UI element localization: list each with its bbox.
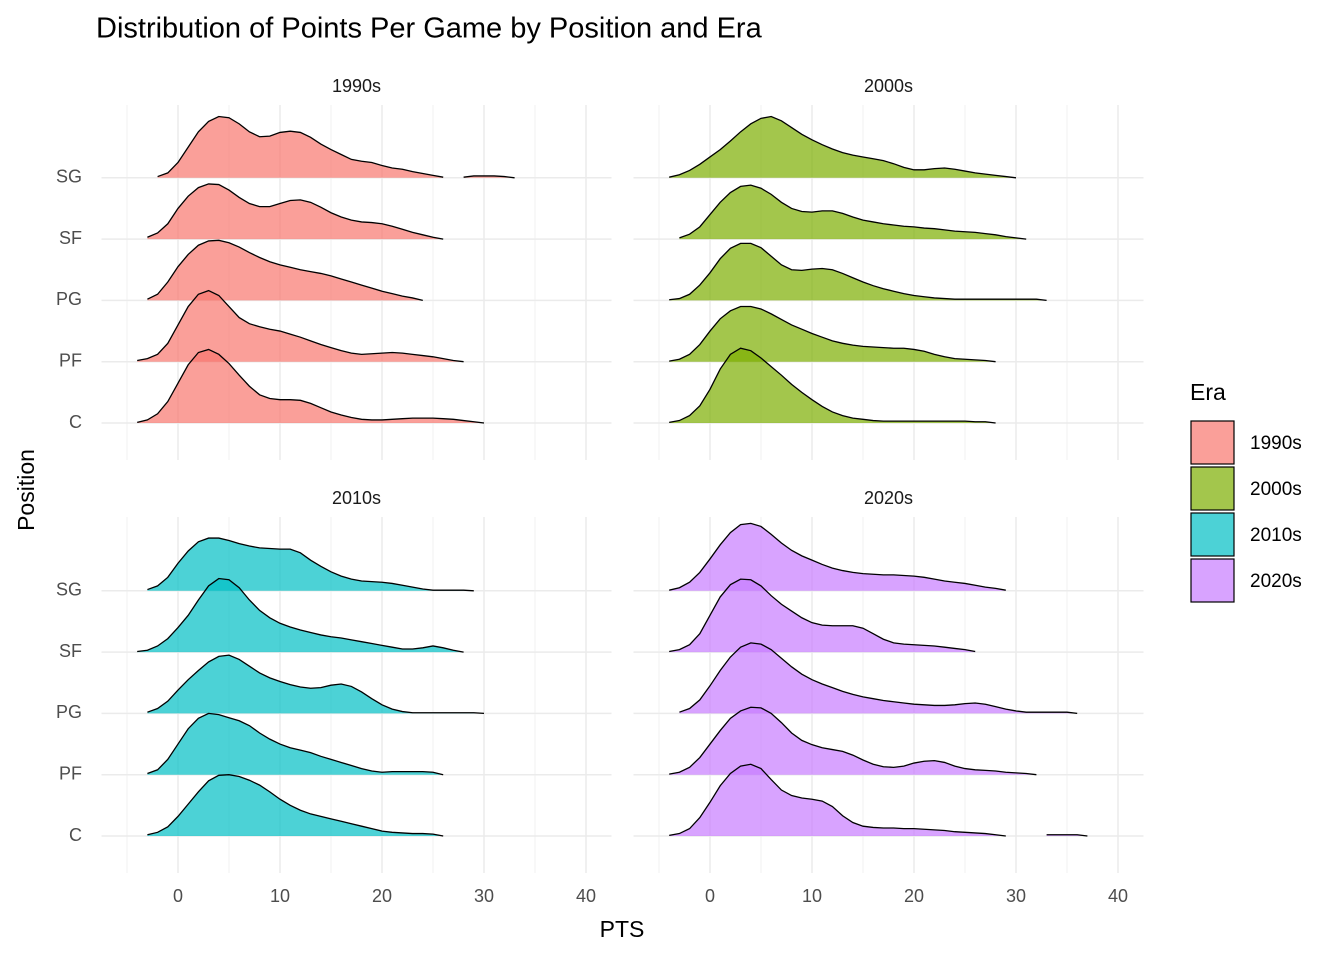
ridge-outline xyxy=(669,763,1088,837)
ridge-area xyxy=(669,579,976,653)
ridge-outline xyxy=(669,242,1047,302)
ridge-area xyxy=(669,764,1088,836)
x-tick-label: 10 xyxy=(802,886,822,906)
ridge-area xyxy=(137,349,484,423)
ridge-area xyxy=(137,290,464,362)
ridge-area xyxy=(147,655,484,714)
ridge-area xyxy=(147,538,474,591)
ridge-outline xyxy=(147,654,485,715)
ridge-outline xyxy=(137,348,485,424)
ridge-area xyxy=(669,306,996,362)
ridge-outline xyxy=(147,239,423,302)
legend-title: Era xyxy=(1190,379,1226,405)
y-tick-label: C xyxy=(69,412,82,432)
legend-label: 2000s xyxy=(1250,479,1302,500)
x-tick-label: 40 xyxy=(1108,886,1128,906)
ridge-area xyxy=(669,707,1037,775)
ridge-outline xyxy=(679,184,1027,240)
ridge-outline xyxy=(679,642,1078,715)
ridge-area xyxy=(669,243,1047,301)
x-tick-label: 0 xyxy=(173,886,183,906)
y-axis-title: Position xyxy=(13,449,39,531)
x-axis-title: PTS xyxy=(600,916,645,942)
ridge-outline xyxy=(669,522,1006,591)
strip-title: 2020s xyxy=(864,488,913,508)
x-tick-label: 30 xyxy=(1006,886,1026,906)
legend-key xyxy=(1190,466,1235,511)
legend-key xyxy=(1190,512,1235,557)
ridge-area xyxy=(157,116,515,178)
ridge-area xyxy=(669,523,1006,591)
ridge-outline xyxy=(157,115,515,179)
y-tick-label: PG xyxy=(56,702,82,722)
ridge-outline xyxy=(137,289,464,363)
ridge-area xyxy=(137,578,464,653)
ridge-outline xyxy=(147,774,444,837)
ridge-outline xyxy=(669,347,996,424)
y-tick-label: SF xyxy=(59,641,82,661)
legend-key xyxy=(1190,420,1235,465)
ridge-outline xyxy=(147,183,444,240)
x-tick-label: 30 xyxy=(474,886,494,906)
ridge-outline xyxy=(669,305,996,363)
legend-label: 2010s xyxy=(1250,525,1302,546)
ridge-area xyxy=(669,348,996,423)
ridge-area xyxy=(147,774,444,836)
ridge-area xyxy=(147,240,423,301)
strip-title: 2010s xyxy=(332,488,381,508)
strip-title: 2000s xyxy=(864,76,913,96)
legend-key xyxy=(1190,558,1235,603)
y-tick-label: SG xyxy=(56,580,82,600)
legend-label: 1990s xyxy=(1250,433,1302,454)
ridge-area xyxy=(679,642,1078,714)
x-tick-label: 0 xyxy=(705,886,715,906)
ridge-outline xyxy=(669,115,1017,179)
ridge-outline xyxy=(669,578,976,653)
y-tick-label: PF xyxy=(59,350,82,370)
chart-title: Distribution of Points Per Game by Posit… xyxy=(96,13,763,45)
ridge-outline xyxy=(147,537,474,592)
y-tick-label: PG xyxy=(56,289,82,309)
y-tick-label: PF xyxy=(59,763,82,783)
ridge-area xyxy=(679,185,1027,240)
strip-title: 1990s xyxy=(332,76,381,96)
ridge-outline xyxy=(147,712,444,776)
x-tick-label: 10 xyxy=(270,886,290,906)
y-tick-label: SF xyxy=(59,228,82,248)
ridge-area xyxy=(669,116,1016,178)
x-tick-label: 20 xyxy=(372,886,392,906)
ridge-outline xyxy=(669,706,1037,776)
x-tick-label: 20 xyxy=(904,886,924,906)
x-tick-label: 40 xyxy=(576,886,596,906)
y-tick-label: SG xyxy=(56,167,82,187)
y-tick-label: C xyxy=(69,825,82,845)
legend-label: 2020s xyxy=(1250,571,1302,592)
ridge-outline xyxy=(137,577,464,653)
ridge-area xyxy=(147,183,444,240)
ridge-area xyxy=(147,713,444,775)
